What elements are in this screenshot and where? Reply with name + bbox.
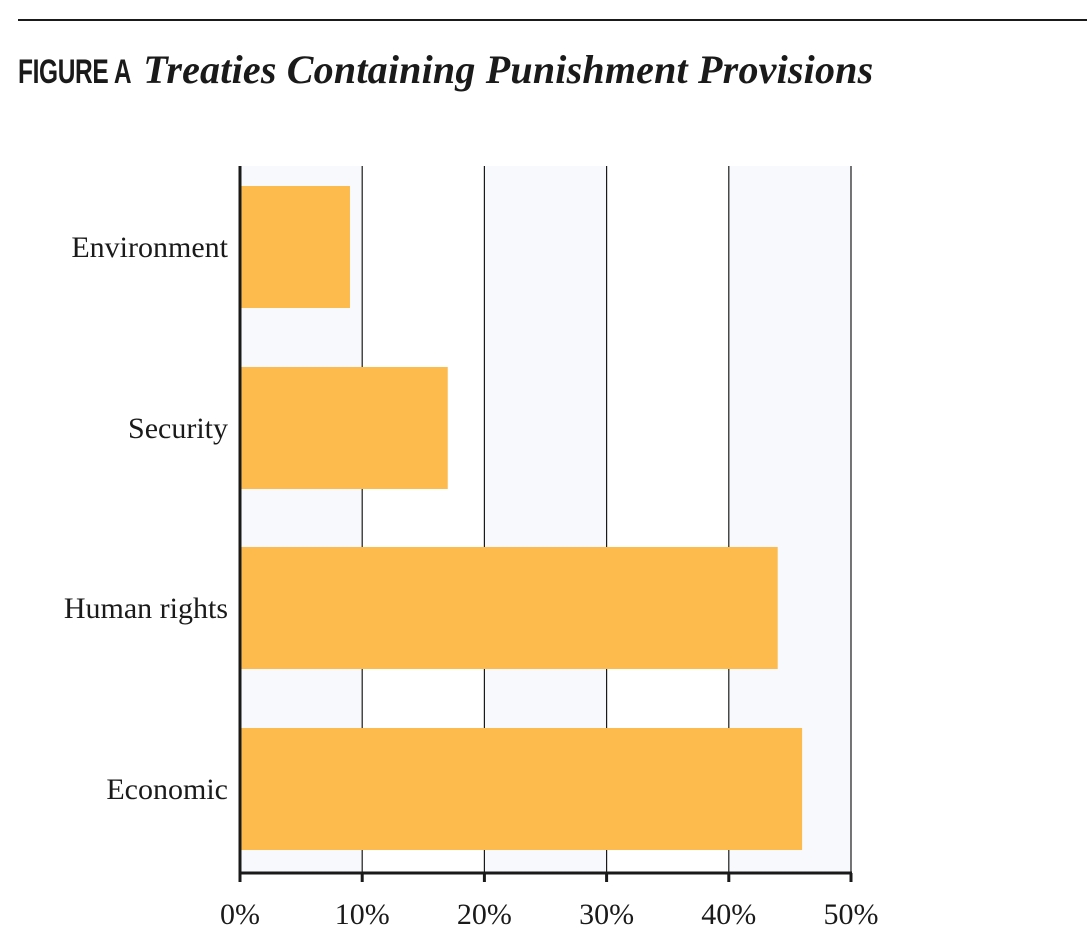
x-tick-label: 0% <box>220 898 260 931</box>
bar-security <box>240 367 448 489</box>
x-tick-label: 50% <box>824 898 879 931</box>
category-label: Environment <box>71 231 228 264</box>
top-rule <box>18 19 1087 21</box>
x-tick-label: 20% <box>457 898 512 931</box>
figure-header: FIGURE A Treaties Containing Punishment … <box>18 46 873 93</box>
bar-economic <box>240 728 803 850</box>
category-label: Security <box>128 412 228 445</box>
x-tick-label: 40% <box>701 898 756 931</box>
category-label: Economic <box>106 773 228 806</box>
figure-title: Treaties Containing Punishment Provision… <box>143 47 874 92</box>
bar-environment <box>240 186 350 308</box>
x-tick-label: 30% <box>579 898 634 931</box>
figure-label: FIGURE A <box>18 53 132 91</box>
category-label: Human rights <box>64 592 228 625</box>
bar-human-rights <box>240 547 778 669</box>
x-tick-label: 10% <box>335 898 390 931</box>
